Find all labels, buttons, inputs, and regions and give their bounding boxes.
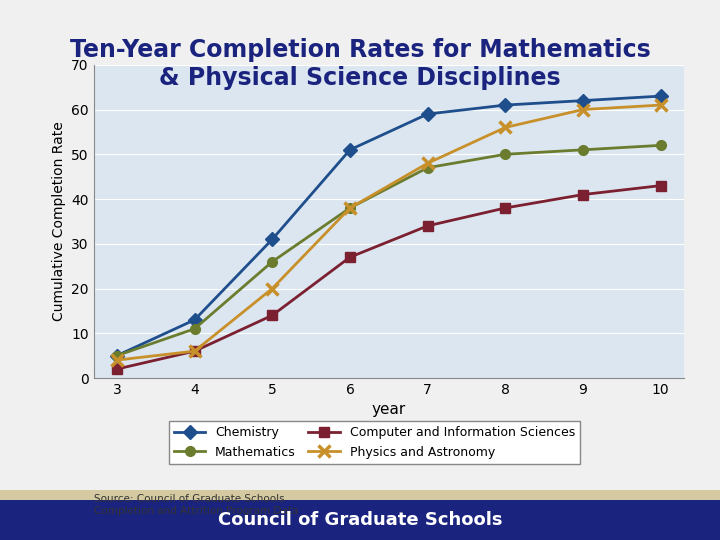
Legend: Chemistry, Mathematics, Computer and Information Sciences, Physics and Astronomy: Chemistry, Mathematics, Computer and Inf… [169,421,580,463]
Text: Ten-Year Completion Rates for Mathematics
& Physical Science Disciplines: Ten-Year Completion Rates for Mathematic… [70,38,650,90]
Text: Source: Council of Graduate Schools
Completion and Attrition Program Data: Source: Council of Graduate Schools Comp… [94,494,298,516]
Text: Council of Graduate Schools: Council of Graduate Schools [217,511,503,529]
Y-axis label: Cumulative Completion Rate: Cumulative Completion Rate [52,122,66,321]
X-axis label: year: year [372,402,406,417]
